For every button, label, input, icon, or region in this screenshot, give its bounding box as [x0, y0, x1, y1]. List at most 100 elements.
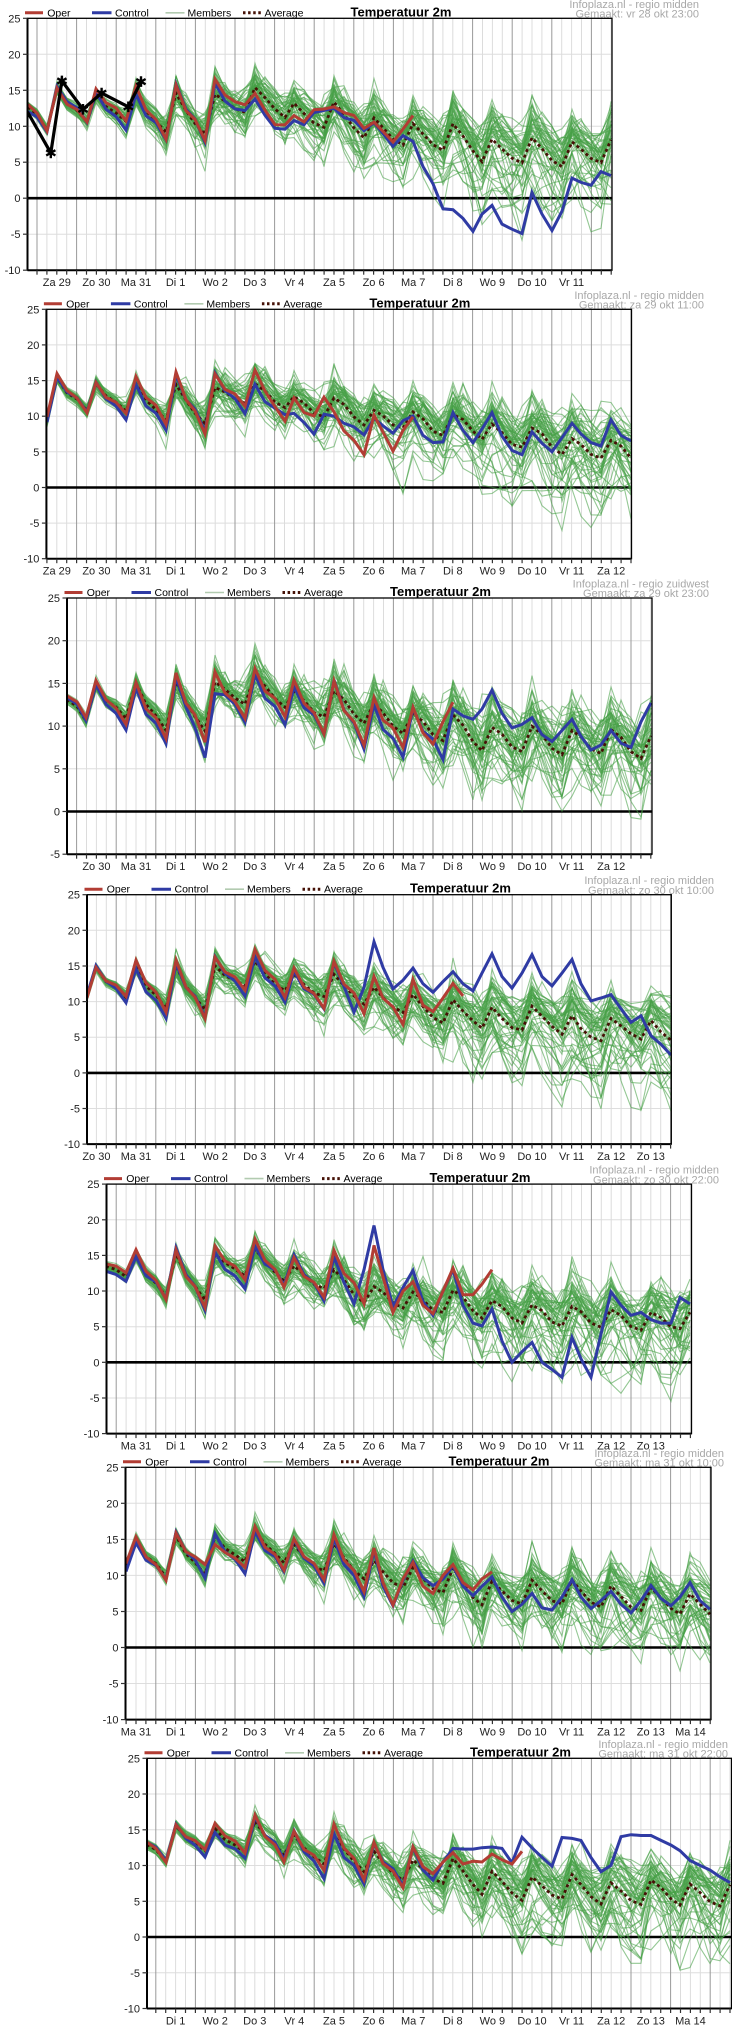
svg-text:Temperatuur 2m: Temperatuur 2m [470, 1744, 571, 1759]
svg-text:Za 12: Za 12 [597, 566, 625, 578]
svg-text:Zo 13: Zo 13 [637, 1441, 665, 1453]
svg-text:Zo 30: Zo 30 [82, 861, 110, 873]
svg-text:Ma 31: Ma 31 [121, 277, 152, 289]
svg-text:-5: -5 [30, 518, 40, 530]
svg-text:0: 0 [74, 1068, 80, 1080]
svg-text:Do 10: Do 10 [517, 2016, 546, 2028]
svg-text:Zo 30: Zo 30 [82, 1151, 110, 1163]
svg-text:Average: Average [384, 1747, 423, 1759]
svg-text:Do 10: Do 10 [517, 277, 546, 289]
svg-text:Wo 2: Wo 2 [202, 1727, 227, 1739]
svg-text:Za 12: Za 12 [597, 1151, 625, 1163]
svg-text:Gemaakt: ma 31 okt 22:00: Gemaakt: ma 31 okt 22:00 [598, 1749, 728, 1761]
svg-text:-10: -10 [124, 2004, 140, 2016]
svg-text:Do 3: Do 3 [243, 277, 266, 289]
svg-text:Za 29: Za 29 [43, 277, 71, 289]
svg-text:15: 15 [27, 376, 39, 388]
svg-text:Za 5: Za 5 [323, 2016, 345, 2028]
svg-text:Members: Members [307, 1747, 351, 1759]
svg-text:10: 10 [128, 1861, 140, 1873]
svg-text:Do 3: Do 3 [243, 1727, 266, 1739]
svg-text:Vr 4: Vr 4 [285, 1151, 305, 1163]
svg-text:Gemaakt: ma 31 okt 10:00: Gemaakt: ma 31 okt 10:00 [594, 1458, 724, 1470]
svg-text:15: 15 [106, 1534, 118, 1546]
svg-text:25: 25 [48, 593, 60, 605]
svg-text:5: 5 [54, 764, 60, 776]
svg-text:5: 5 [74, 1032, 80, 1044]
svg-text:0: 0 [14, 193, 20, 205]
svg-text:Ma 7: Ma 7 [401, 566, 425, 578]
svg-text:Wo 2: Wo 2 [202, 566, 227, 578]
svg-text:Infoplaza.nl - regio midden: Infoplaza.nl - regio midden [569, 0, 699, 11]
svg-text:Control: Control [194, 1173, 228, 1185]
svg-text:Za 12: Za 12 [597, 2016, 625, 2028]
svg-text:Members: Members [286, 1456, 330, 1468]
svg-text:Di 1: Di 1 [166, 1727, 186, 1739]
svg-text:Gemaakt: vr 28 okt 23:00: Gemaakt: vr 28 okt 23:00 [575, 9, 699, 21]
svg-text:Control: Control [175, 884, 209, 896]
svg-text:Wo 9: Wo 9 [480, 2016, 505, 2028]
svg-text:Zo 13: Zo 13 [637, 1151, 665, 1163]
svg-text:Members: Members [206, 298, 250, 310]
svg-text:Vr 4: Vr 4 [285, 1727, 305, 1739]
svg-text:15: 15 [68, 961, 80, 973]
svg-text:Vr 4: Vr 4 [285, 2016, 305, 2028]
svg-text:Do 10: Do 10 [517, 566, 546, 578]
svg-text:5: 5 [112, 1607, 118, 1619]
svg-text:Control: Control [213, 1456, 247, 1468]
svg-text:20: 20 [87, 1215, 99, 1227]
svg-text:Infoplaza.nl - regio midden: Infoplaza.nl - regio midden [589, 1165, 719, 1177]
svg-text:Di 8: Di 8 [443, 566, 463, 578]
svg-text:20: 20 [128, 1789, 140, 1801]
svg-text:Members: Members [267, 1173, 311, 1185]
svg-text:25: 25 [27, 304, 39, 316]
svg-text:20: 20 [68, 925, 80, 937]
svg-text:Vr 11: Vr 11 [559, 566, 584, 578]
svg-text:10: 10 [8, 121, 20, 133]
svg-text:Di 1: Di 1 [166, 1151, 186, 1163]
svg-text:Di 8: Di 8 [443, 1441, 463, 1453]
svg-text:Wo 2: Wo 2 [202, 277, 227, 289]
svg-text:Members: Members [188, 7, 232, 19]
svg-text:20: 20 [106, 1498, 118, 1510]
svg-text:Wo 9: Wo 9 [480, 277, 505, 289]
svg-text:Di 1: Di 1 [166, 277, 186, 289]
svg-text:Zo 30: Zo 30 [82, 277, 110, 289]
svg-text:15: 15 [128, 1825, 140, 1837]
svg-text:-5: -5 [50, 849, 60, 861]
svg-text:-5: -5 [90, 1393, 100, 1405]
svg-text:Vr 4: Vr 4 [285, 566, 305, 578]
svg-text:25: 25 [87, 1179, 99, 1191]
svg-text:Average: Average [265, 7, 304, 19]
svg-text:Di 8: Di 8 [443, 1151, 463, 1163]
svg-text:Ma 7: Ma 7 [401, 861, 425, 873]
svg-text:20: 20 [48, 636, 60, 648]
svg-text:Temperatuur 2m: Temperatuur 2m [390, 584, 491, 599]
svg-text:Ma 31: Ma 31 [121, 566, 152, 578]
svg-text:Za 29: Za 29 [43, 566, 71, 578]
svg-text:Oper: Oper [107, 884, 131, 896]
svg-text:0: 0 [93, 1357, 99, 1369]
svg-text:Temperatuur 2m: Temperatuur 2m [410, 881, 511, 896]
svg-text:Zo 6: Zo 6 [363, 1441, 385, 1453]
svg-text:-10: -10 [103, 1715, 119, 1727]
svg-text:Zo 6: Zo 6 [363, 277, 385, 289]
svg-text:0: 0 [54, 807, 60, 819]
svg-text:Infoplaza.nl - regio midden: Infoplaza.nl - regio midden [584, 875, 714, 887]
svg-text:0: 0 [33, 483, 39, 495]
svg-text:Ma 7: Ma 7 [401, 1441, 425, 1453]
svg-text:Zo 6: Zo 6 [363, 566, 385, 578]
svg-text:Do 10: Do 10 [517, 1151, 546, 1163]
svg-text:Di 1: Di 1 [166, 566, 186, 578]
svg-text:-5: -5 [109, 1679, 119, 1691]
svg-text:Zo 6: Zo 6 [363, 1151, 385, 1163]
svg-text:Members: Members [227, 587, 271, 599]
svg-text:-5: -5 [70, 1104, 80, 1116]
svg-text:Di 1: Di 1 [166, 2016, 186, 2028]
svg-text:-10: -10 [84, 1429, 100, 1441]
svg-text:Do 3: Do 3 [243, 861, 266, 873]
svg-text:Vr 11: Vr 11 [559, 1727, 584, 1739]
svg-text:Infoplaza.nl - regio zuidwest: Infoplaza.nl - regio zuidwest [573, 579, 709, 591]
svg-text:Wo 2: Wo 2 [202, 1441, 227, 1453]
svg-text:Control: Control [134, 298, 168, 310]
